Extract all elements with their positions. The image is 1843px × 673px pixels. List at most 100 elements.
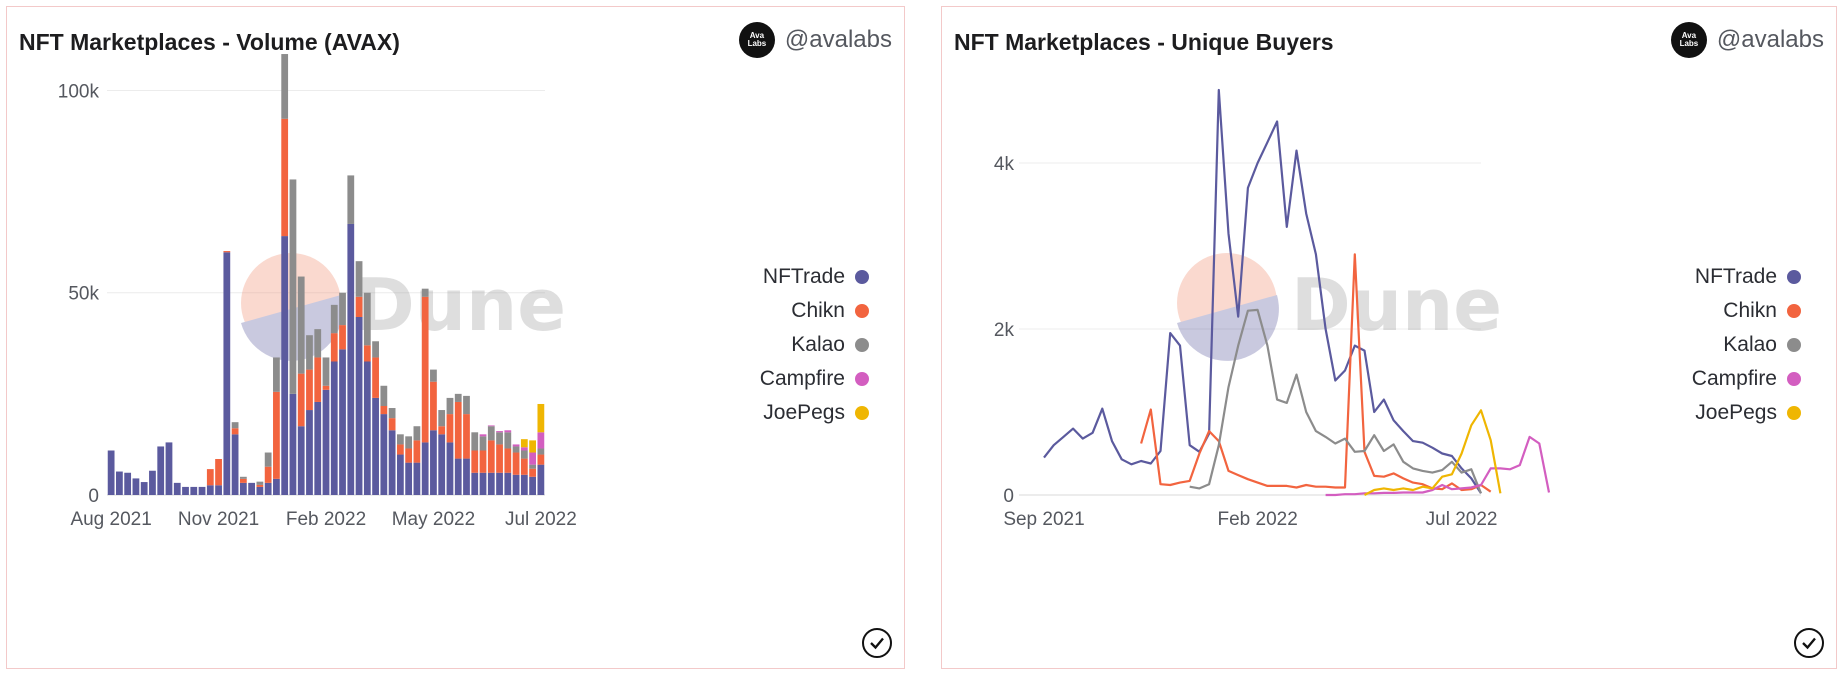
legend-item-nftrade[interactable]: NFTrade <box>760 260 869 294</box>
avalabs-logo: Ava Labs <box>738 22 775 58</box>
legend-dot <box>1787 372 1801 386</box>
bar-nftrade <box>223 252 231 495</box>
bar-kalao <box>471 432 479 451</box>
y-tick-label: 0 <box>1003 486 1014 507</box>
bar-nftrade <box>289 393 297 495</box>
bar-nftrade <box>520 474 528 495</box>
bar-campfire <box>487 425 495 427</box>
bar-joepegs <box>520 439 528 448</box>
bar-nftrade <box>355 317 363 495</box>
bar-nftrade <box>157 446 165 495</box>
bar-chikn <box>306 369 313 411</box>
legend-dot <box>855 372 869 386</box>
legend-label: Chikn <box>791 299 845 322</box>
legend-item-nftrade[interactable]: NFTrade <box>1692 260 1801 294</box>
buyers-chart-panel: NFT Marketplaces - Unique Buyers Ava Labs… <box>941 6 1837 669</box>
attribution-handle[interactable]: @avalabs <box>1716 26 1824 53</box>
bar-nftrade <box>463 458 470 495</box>
bar-chikn <box>372 357 379 398</box>
bar-kalao <box>496 432 503 445</box>
bar-kalao <box>355 261 363 297</box>
bar-nftrade <box>363 361 371 495</box>
bar-kalao <box>372 341 379 358</box>
legend-item-joepegs[interactable]: JoePegs <box>1692 396 1801 430</box>
bar-kalao <box>256 481 264 485</box>
bar-chikn <box>330 333 338 362</box>
x-tick-label: Jul 2022 <box>1426 509 1498 530</box>
attribution-handle[interactable]: @avalabs <box>784 26 892 53</box>
bar-kalao <box>273 357 280 392</box>
legend-label: Campfire <box>1691 367 1777 390</box>
legend-item-chikn[interactable]: Chikn <box>760 294 869 328</box>
bar-kalao <box>487 426 495 441</box>
bar-kalao <box>339 292 346 326</box>
bar-joepegs <box>537 403 545 433</box>
bar-nftrade <box>347 223 355 496</box>
bar-nftrade <box>322 389 330 495</box>
bar-chikn <box>281 118 289 237</box>
bar-nftrade <box>116 471 123 495</box>
check-circle-icon[interactable] <box>862 628 892 658</box>
bar-campfire <box>520 447 528 451</box>
bar-kalao <box>446 397 454 415</box>
legend-item-chikn[interactable]: Chikn <box>1692 294 1801 328</box>
legend: NFTrade Chikn Kalao Campfire JoePegs <box>1692 260 1801 430</box>
bar-kalao <box>314 329 322 358</box>
bar-chikn <box>537 454 545 465</box>
bar-kalao <box>388 408 396 419</box>
bar-kalao <box>438 410 446 427</box>
bar-kalao <box>239 476 247 479</box>
y-tick-label: 50k <box>68 284 99 305</box>
bar-chikn <box>380 406 388 415</box>
bar-nftrade <box>496 472 503 495</box>
bar-nftrade <box>487 472 495 495</box>
bar-nftrade <box>190 486 198 495</box>
bar-chikn <box>215 458 222 486</box>
legend-dot <box>855 338 869 352</box>
bar-kalao <box>347 175 355 224</box>
legend-item-campfire[interactable]: Campfire <box>1692 362 1801 396</box>
watermark-circle-bottom <box>1177 295 1279 361</box>
legend-label: NFTrade <box>762 265 845 288</box>
bar-campfire <box>529 452 536 465</box>
bar-kalao <box>380 385 388 406</box>
bar-chikn <box>529 468 536 477</box>
bar-chikn <box>388 418 396 431</box>
legend-item-kalao[interactable]: Kalao <box>760 328 869 362</box>
bar-nftrade <box>149 470 156 495</box>
bar-chikn <box>223 251 231 253</box>
legend-label: Kalao <box>791 333 845 356</box>
bar-chikn <box>405 448 413 463</box>
legend-label: Campfire <box>759 367 845 390</box>
bar-kalao <box>289 179 297 394</box>
bar-nftrade <box>479 472 487 495</box>
legend-item-campfire[interactable]: Campfire <box>760 362 869 396</box>
bar-nftrade <box>388 430 396 495</box>
attribution[interactable]: Ava Labs @avalabs <box>1670 22 1824 58</box>
legend-item-joepegs[interactable]: JoePegs <box>760 396 869 430</box>
bar-campfire <box>496 431 503 433</box>
legend-item-kalao[interactable]: Kalao <box>1692 328 1801 362</box>
bar-chikn <box>363 345 371 362</box>
bar-chikn <box>421 296 429 443</box>
bar-chikn <box>471 450 479 473</box>
bar-campfire <box>479 434 487 437</box>
bar-nftrade <box>413 462 421 495</box>
legend: NFTrade Chikn Kalao Campfire JoePegs <box>760 260 869 430</box>
legend-label: NFTrade <box>1694 265 1777 288</box>
bar-chikn <box>231 428 239 435</box>
bar-nftrade <box>537 464 545 495</box>
check-circle-icon[interactable] <box>1794 628 1824 658</box>
attribution[interactable]: Ava Labs @avalabs <box>738 22 892 58</box>
bar-nftrade <box>430 430 437 495</box>
x-tick-label: Aug 2021 <box>70 509 151 530</box>
bar-kalao <box>537 448 545 455</box>
bar-nftrade <box>529 476 536 495</box>
bar-chikn <box>322 385 330 390</box>
legend-dot <box>855 304 869 318</box>
line-joepegs <box>1363 409 1502 496</box>
bar-kalao <box>405 436 413 449</box>
legend-label: Chikn <box>1723 299 1777 322</box>
bar-kalao <box>363 292 371 346</box>
bar-nftrade <box>124 472 132 495</box>
